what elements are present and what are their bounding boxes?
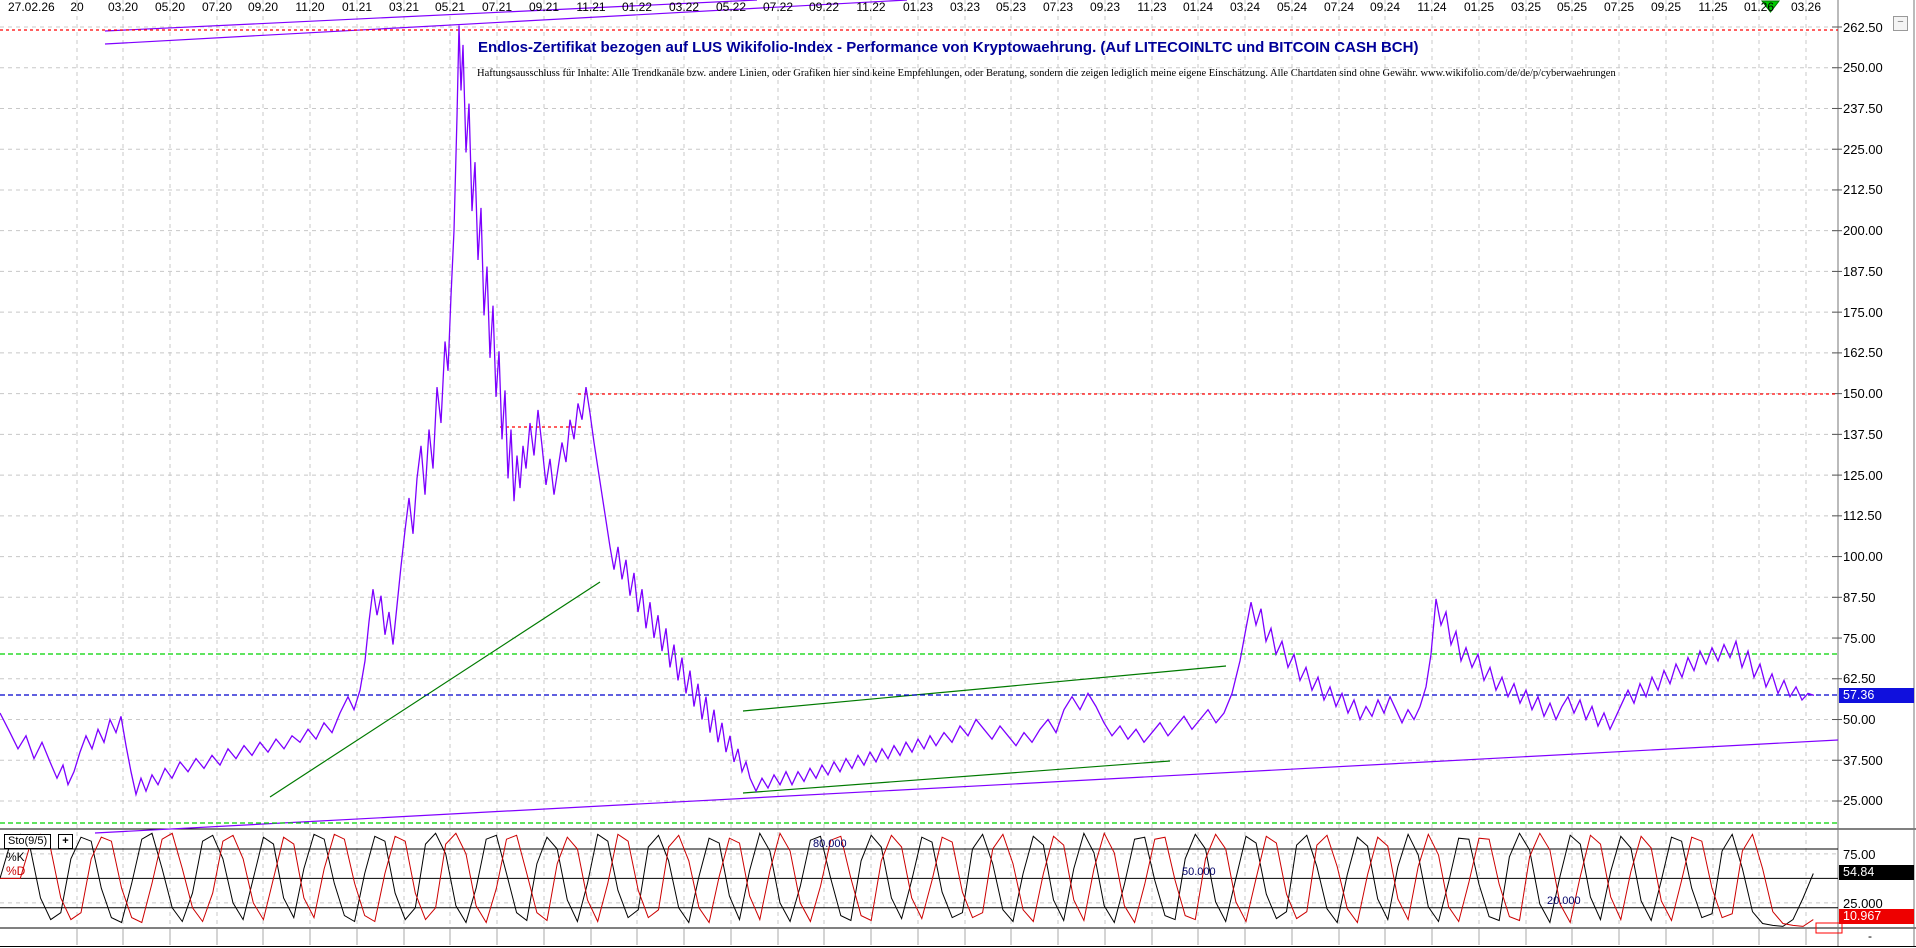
y-axis-label: 37.500 bbox=[1843, 752, 1883, 768]
x-axis-label: 07.21 bbox=[481, 0, 513, 14]
x-axis-label: 05.23 bbox=[995, 0, 1027, 14]
y-axis-label: 137.50 bbox=[1843, 426, 1883, 442]
x-axis-label: 11.24 bbox=[1417, 0, 1447, 14]
indicator-axis-label: 75.00 bbox=[1843, 847, 1876, 862]
x-axis-label: 09.24 bbox=[1369, 0, 1401, 14]
indicator-add-button[interactable]: + bbox=[58, 834, 73, 849]
x-axis-label: 11.21 bbox=[576, 0, 606, 14]
y-axis-label: 175.00 bbox=[1843, 304, 1883, 320]
x-axis-label: 01.21 bbox=[341, 0, 373, 14]
x-axis-label: 01.26 bbox=[1743, 0, 1775, 14]
y-axis-label: 200.00 bbox=[1843, 223, 1883, 239]
x-axis-label: 09.23 bbox=[1089, 0, 1121, 14]
x-axis-label: 07.24 bbox=[1323, 0, 1355, 14]
price-line bbox=[0, 25, 1815, 798]
stoch-k-label: %K bbox=[6, 850, 25, 864]
x-axis-label: 07.25 bbox=[1603, 0, 1635, 14]
upper-channel-line-1 bbox=[104, 0, 908, 45]
x-axis-label: 03.24 bbox=[1229, 0, 1261, 14]
stoch-k-value-tag: 54.84 bbox=[1839, 865, 1914, 880]
x-axis-label: 20 bbox=[70, 0, 84, 14]
x-axis-label: 01.24 bbox=[1182, 0, 1214, 14]
x-axis-label: 03.20 bbox=[107, 0, 139, 14]
x-axis-label: 03.25 bbox=[1510, 0, 1542, 14]
x-axis-label: 03.21 bbox=[388, 0, 420, 14]
trendline-2020 bbox=[269, 581, 601, 798]
y-axis-label: 112.50 bbox=[1843, 508, 1882, 524]
trendline-mid-lower bbox=[742, 760, 1171, 794]
y-axis-label: 25.000 bbox=[1843, 793, 1883, 809]
stoch-d-value-tag: 10.967 bbox=[1839, 909, 1914, 924]
trendline-mid-upper bbox=[742, 665, 1227, 712]
x-axis-label: 01.23 bbox=[902, 0, 934, 14]
long-support-line bbox=[94, 739, 1839, 834]
y-axis-label: 125.00 bbox=[1843, 467, 1883, 483]
stoch-level-label: 80.000 bbox=[813, 838, 847, 850]
stoch-k-line bbox=[0, 831, 1814, 927]
y-axis-label: 250.00 bbox=[1843, 60, 1883, 76]
upper-channel-line-2 bbox=[104, 0, 758, 32]
stoch-level-label: 50.000 bbox=[1182, 866, 1216, 878]
y-axis-label: 262.50 bbox=[1843, 19, 1883, 35]
x-axis-label: 11.20 bbox=[295, 0, 325, 14]
x-axis-label: 03.26 bbox=[1790, 0, 1822, 14]
disclaimer-text: Haftungsausschluss für Inhalte: Alle Tre… bbox=[477, 68, 1616, 79]
y-axis-label: 100.00 bbox=[1843, 549, 1883, 565]
x-axis-label: 07.22 bbox=[762, 0, 794, 14]
y-axis-label: 212.50 bbox=[1843, 182, 1883, 198]
x-axis-date-label: 27.02.26 bbox=[8, 0, 55, 14]
x-axis-label: 05.25 bbox=[1556, 0, 1588, 14]
x-axis-label: 03.23 bbox=[949, 0, 981, 14]
x-axis-label: 09.25 bbox=[1650, 0, 1682, 14]
x-axis-label: 07.20 bbox=[201, 0, 233, 14]
indicator-axis-label: 25.000 bbox=[1843, 896, 1883, 911]
x-axis-label: 05.24 bbox=[1276, 0, 1308, 14]
x-axis-label: 01.25 bbox=[1463, 0, 1495, 14]
x-axis-label: 09.21 bbox=[528, 0, 560, 14]
last-price-tag: 57.36 bbox=[1839, 688, 1914, 704]
x-axis-label: 05.21 bbox=[434, 0, 466, 14]
axis-end-dash: - bbox=[1868, 929, 1872, 943]
y-axis-label: 62.50 bbox=[1843, 671, 1876, 687]
last-value-marker-box bbox=[1815, 922, 1843, 934]
x-axis-label: 09.20 bbox=[247, 0, 279, 14]
x-axis-label: 09.22 bbox=[808, 0, 840, 14]
y-axis-label: 187.50 bbox=[1843, 263, 1883, 279]
x-axis-label: 11.22 bbox=[856, 0, 886, 14]
y-axis-label: 150.00 bbox=[1843, 386, 1883, 402]
x-axis-label: 01.22 bbox=[621, 0, 653, 14]
indicator-name-box[interactable]: Sto(9/5) bbox=[4, 834, 52, 849]
y-axis-label: 50.00 bbox=[1843, 712, 1876, 728]
marker-triangle-icon bbox=[1760, 0, 1781, 13]
x-axis-label: 03.22 bbox=[668, 0, 700, 14]
y-axis-label: 225.00 bbox=[1843, 141, 1883, 157]
stoch-d-line bbox=[0, 831, 1814, 927]
stoch-level-label: 20.000 bbox=[1547, 895, 1581, 907]
x-axis-label: 05.20 bbox=[154, 0, 186, 14]
y-axis-label: 162.50 bbox=[1843, 345, 1883, 361]
y-axis-label: 75.00 bbox=[1843, 630, 1876, 646]
stoch-d-label: %D bbox=[6, 864, 26, 878]
y-axis-label: 87.50 bbox=[1843, 589, 1876, 605]
x-axis-label: 07.23 bbox=[1042, 0, 1074, 14]
x-axis-label: 05.22 bbox=[715, 0, 747, 14]
collapse-panel-button[interactable]: − bbox=[1893, 16, 1908, 31]
y-axis-label: 237.50 bbox=[1843, 100, 1883, 116]
chart-title: Endlos-Zertifikat bezogen auf LUS Wikifo… bbox=[478, 39, 1419, 56]
x-axis-label: 11.25 bbox=[1698, 0, 1728, 14]
x-axis-label: 11.23 bbox=[1137, 0, 1167, 14]
